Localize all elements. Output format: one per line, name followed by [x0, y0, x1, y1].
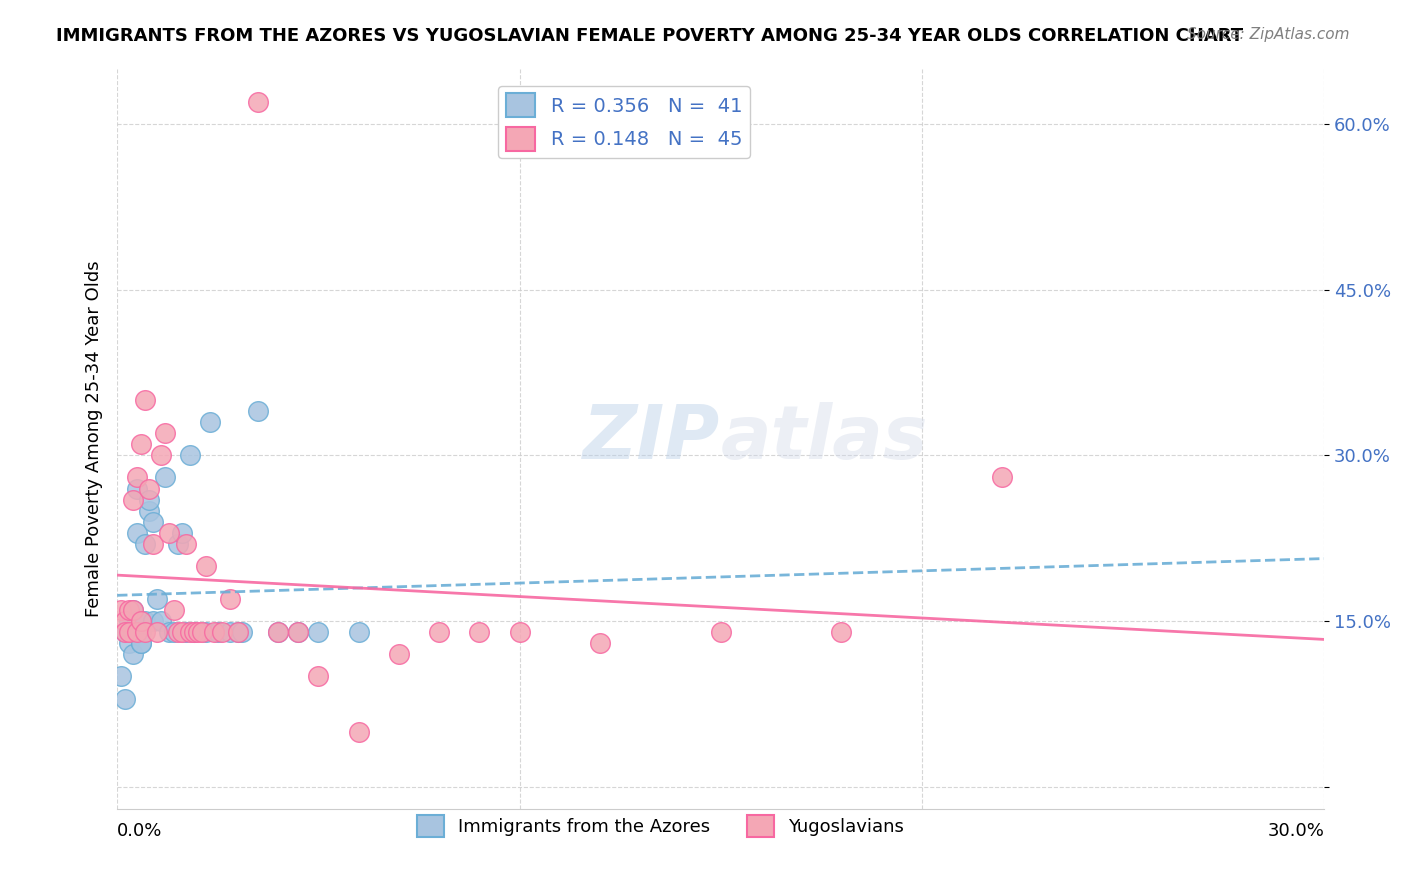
- Point: [183, 625, 205, 640]
- Point: [127, 470, 149, 484]
- Point: [142, 515, 165, 529]
- Point: [231, 625, 253, 640]
- Point: [146, 592, 169, 607]
- Point: [226, 625, 249, 640]
- Point: [122, 625, 145, 640]
- Point: [468, 625, 491, 640]
- Point: [179, 625, 201, 640]
- Legend: Immigrants from the Azores, Yugoslavians: Immigrants from the Azores, Yugoslavians: [409, 808, 911, 845]
- Point: [388, 648, 411, 662]
- Text: 30.0%: 30.0%: [1267, 822, 1324, 839]
- Point: [131, 614, 153, 628]
- Point: [187, 625, 209, 640]
- Point: [247, 404, 270, 418]
- Point: [122, 492, 145, 507]
- Point: [127, 482, 149, 496]
- Point: [118, 614, 141, 628]
- Text: Source: ZipAtlas.com: Source: ZipAtlas.com: [1187, 27, 1350, 42]
- Point: [508, 625, 530, 640]
- Point: [127, 614, 149, 628]
- Point: [110, 669, 132, 683]
- Point: [211, 625, 233, 640]
- Point: [267, 625, 290, 640]
- Point: [170, 625, 193, 640]
- Point: [150, 614, 173, 628]
- Point: [138, 503, 160, 517]
- Point: [427, 625, 450, 640]
- Text: IMMIGRANTS FROM THE AZORES VS YUGOSLAVIAN FEMALE POVERTY AMONG 25-34 YEAR OLDS C: IMMIGRANTS FROM THE AZORES VS YUGOSLAVIA…: [56, 27, 1243, 45]
- Point: [131, 636, 153, 650]
- Point: [307, 669, 329, 683]
- Point: [218, 625, 240, 640]
- Point: [710, 625, 733, 640]
- Point: [131, 437, 153, 451]
- Point: [347, 724, 370, 739]
- Point: [146, 625, 169, 640]
- Point: [114, 691, 136, 706]
- Point: [122, 603, 145, 617]
- Point: [179, 449, 201, 463]
- Point: [138, 492, 160, 507]
- Point: [247, 95, 270, 109]
- Point: [267, 625, 290, 640]
- Point: [207, 625, 229, 640]
- Point: [589, 636, 612, 650]
- Point: [131, 636, 153, 650]
- Point: [307, 625, 329, 640]
- Point: [122, 603, 145, 617]
- Y-axis label: Female Poverty Among 25-34 Year Olds: Female Poverty Among 25-34 Year Olds: [86, 260, 103, 617]
- Point: [155, 426, 177, 441]
- Point: [830, 625, 852, 640]
- Point: [162, 625, 184, 640]
- Point: [174, 537, 197, 551]
- Point: [134, 614, 156, 628]
- Point: [202, 625, 225, 640]
- Point: [138, 482, 160, 496]
- Point: [159, 625, 181, 640]
- Point: [142, 614, 165, 628]
- Point: [134, 393, 156, 408]
- Point: [110, 603, 132, 617]
- Point: [166, 625, 188, 640]
- Point: [162, 603, 184, 617]
- Point: [991, 470, 1014, 484]
- Point: [150, 449, 173, 463]
- Point: [118, 625, 141, 640]
- Point: [155, 470, 177, 484]
- Point: [218, 592, 240, 607]
- Point: [118, 636, 141, 650]
- Point: [134, 537, 156, 551]
- Point: [134, 625, 156, 640]
- Point: [287, 625, 309, 640]
- Point: [166, 537, 188, 551]
- Point: [142, 537, 165, 551]
- Point: [174, 625, 197, 640]
- Point: [114, 614, 136, 628]
- Point: [170, 525, 193, 540]
- Point: [114, 625, 136, 640]
- Point: [194, 625, 217, 640]
- Point: [114, 625, 136, 640]
- Point: [118, 603, 141, 617]
- Text: ZIP: ZIP: [583, 402, 721, 475]
- Point: [131, 625, 153, 640]
- Text: 0.0%: 0.0%: [117, 822, 163, 839]
- Point: [198, 415, 221, 429]
- Point: [226, 625, 249, 640]
- Text: atlas: atlas: [721, 402, 928, 475]
- Point: [190, 625, 212, 640]
- Point: [159, 525, 181, 540]
- Point: [287, 625, 309, 640]
- Point: [347, 625, 370, 640]
- Point: [127, 525, 149, 540]
- Point: [194, 558, 217, 573]
- Point: [122, 648, 145, 662]
- Point: [127, 625, 149, 640]
- Point: [183, 625, 205, 640]
